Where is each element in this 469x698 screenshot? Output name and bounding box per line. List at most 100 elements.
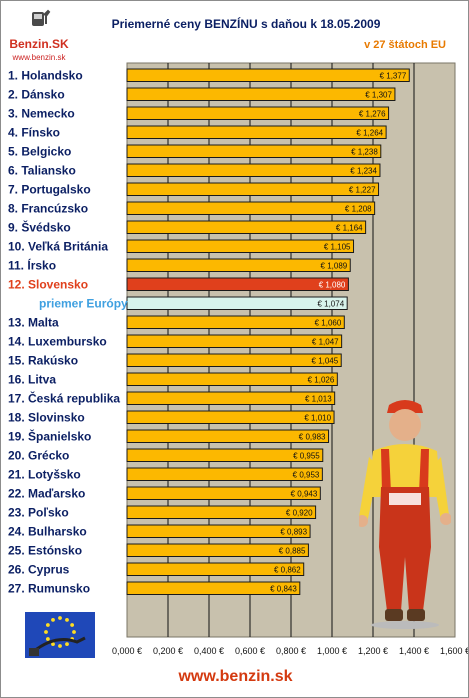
category-label: 21. Lotyšsko: [8, 468, 81, 482]
bar-value-label: € 0,843: [270, 584, 297, 593]
bar: [126, 239, 355, 253]
fuel-nozzle-icon: [32, 9, 51, 26]
eu-flag-icon: [25, 612, 95, 658]
bar: [126, 581, 301, 595]
category-label: 1. Holandsko: [8, 69, 83, 83]
bar-value-label: € 1,227: [349, 185, 376, 194]
category-label: 13. Malta: [8, 316, 59, 330]
flag-star: [45, 623, 50, 627]
x-tick-label: 0,000 €: [112, 646, 142, 656]
gridlines: [167, 63, 415, 637]
x-tick-label: 0,200 €: [153, 646, 183, 656]
bar: [126, 201, 376, 215]
bar: [126, 296, 348, 310]
bar: [126, 353, 342, 367]
bar-value-label: € 1,045: [312, 356, 339, 365]
bar-value-label: € 1,234: [350, 166, 377, 175]
bar-value-label: € 1,208: [345, 204, 372, 213]
bar: [126, 410, 335, 424]
category-label: 3. Nemecko: [8, 107, 75, 121]
bar-value-label: € 1,013: [305, 394, 332, 403]
bar: [126, 524, 311, 538]
category-label: 26. Cyprus: [8, 563, 70, 577]
category-label: 5. Belgicko: [8, 145, 71, 159]
category-label: 4. Fínsko: [8, 126, 60, 140]
category-label: 20. Grécko: [8, 449, 69, 463]
flag-star: [44, 630, 48, 634]
bar: [126, 334, 343, 348]
bar-value-label: € 1,074: [317, 299, 344, 308]
flag-star: [65, 642, 69, 647]
bar-value-label: € 0,885: [279, 546, 306, 555]
x-tick-label: 1,600 €: [440, 646, 468, 656]
bar-value-label: € 1,060: [315, 318, 342, 327]
flag-star: [72, 630, 76, 634]
bar: [126, 125, 387, 139]
footer-website[interactable]: www.benzin.sk: [178, 668, 293, 685]
logo[interactable]: Benzin.SK www.benzin.sk: [5, 7, 73, 67]
bar: [126, 87, 396, 101]
category-label: 23. Poľsko: [8, 506, 69, 520]
bar-value-label: € 1,089: [321, 261, 348, 270]
flag-star: [58, 644, 62, 648]
category-label: priemer Európy: [39, 297, 128, 311]
category-label: 16. Litva: [8, 373, 56, 387]
bar-value-label: € 0,983: [299, 432, 326, 441]
bar: [126, 448, 324, 462]
flag-star: [45, 637, 50, 641]
bar-value-label: € 0,953: [293, 470, 320, 479]
bar: [126, 372, 338, 386]
category-label: 27. Rumunsko: [8, 582, 90, 596]
bar-value-label: € 1,080: [319, 280, 346, 289]
bars: € 1,377 € 1,307 € 1,276 € 1,264 € 1,238 € 1,2…: [126, 68, 410, 595]
flag-star: [51, 617, 55, 622]
bar: [126, 429, 330, 443]
category-label: 22. Maďarsko: [8, 487, 85, 501]
category-label: 12. Slovensko: [8, 278, 88, 292]
bar: [126, 543, 309, 557]
x-tick-label: 1,400 €: [399, 646, 429, 656]
category-label: 10. Veľká Británia: [8, 240, 108, 254]
category-label: 8. Francúzsko: [8, 202, 88, 216]
flag-star: [70, 623, 75, 627]
logo-url: www.benzin.sk: [12, 53, 66, 62]
category-label: 9. Švédsko: [8, 220, 71, 235]
bar: [126, 68, 410, 82]
x-tick-label: 0,600 €: [235, 646, 265, 656]
flag-star: [65, 617, 69, 622]
bar: [126, 315, 345, 329]
bar: [126, 182, 380, 196]
logo-name: Benzin.SK: [9, 37, 69, 51]
bar: [126, 163, 381, 177]
x-tick-label: 1,000 €: [317, 646, 347, 656]
bar: [126, 277, 349, 291]
chart-subtitle: v 27 štátoch EU: [364, 39, 446, 51]
bar-value-label: € 1,010: [304, 413, 331, 422]
bar: [126, 486, 321, 500]
bar-value-label: € 1,264: [356, 128, 383, 137]
bar-value-label: € 1,307: [365, 90, 392, 99]
flag-star: [51, 642, 55, 647]
category-label: 24. Bulharsko: [8, 525, 87, 539]
bar-value-label: € 1,026: [308, 375, 335, 384]
x-tick-label: 1,200 €: [358, 646, 388, 656]
bar: [126, 258, 351, 272]
category-label: 2. Dánsko: [8, 88, 65, 102]
chart-title: Priemerné ceny BENZÍNU s daňou k 18.05.2…: [111, 17, 381, 31]
x-axis: 0,000 € 0,200 € 0,400 € 0,600 € 0,800 € 1,000…: [112, 646, 468, 656]
bar: [126, 562, 305, 576]
gas-station-attendant-figure: [359, 400, 451, 629]
bar-value-label: € 1,105: [324, 242, 351, 251]
category-label: 19. Španielsko: [8, 429, 91, 444]
category-labels: 1. Holandsko 2. Dánsko 3. Nemecko 4. Fínsko…: [8, 69, 128, 596]
x-tick-label: 0,400 €: [194, 646, 224, 656]
category-label: 18. Slovinsko: [8, 411, 85, 425]
category-label: 25. Estónsko: [8, 544, 82, 558]
bar-value-label: € 0,893: [280, 527, 307, 536]
bar-value-label: € 0,943: [291, 489, 318, 498]
category-label: 15. Rakúsko: [8, 354, 78, 368]
category-label: 14. Luxembursko: [8, 335, 107, 349]
bar: [126, 391, 336, 405]
bar: [126, 106, 390, 120]
